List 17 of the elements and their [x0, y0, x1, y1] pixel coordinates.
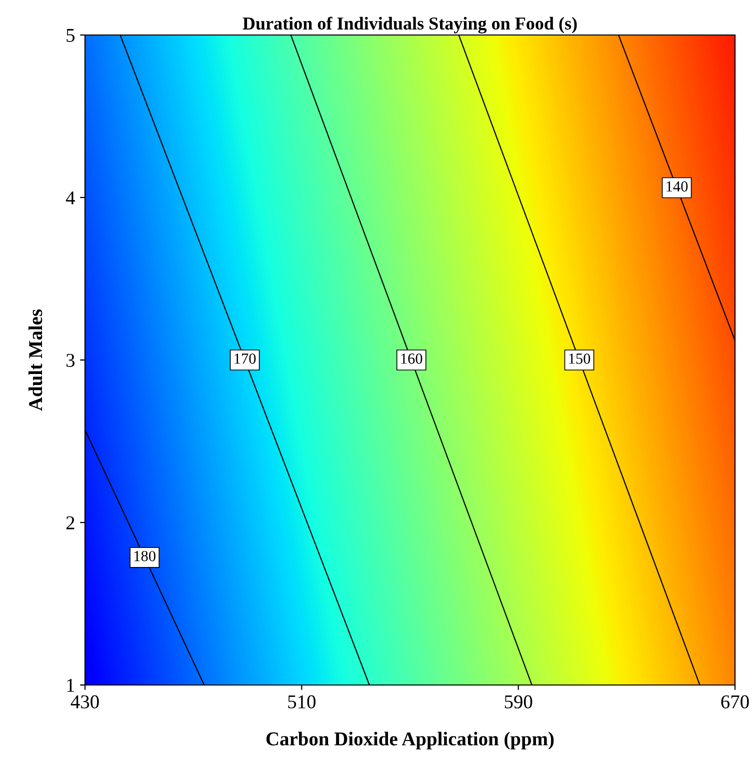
x-tick-label: 510: [288, 695, 316, 708]
y-tick-label: 2: [66, 516, 74, 530]
y-tick-label: 4: [66, 191, 75, 204]
x-axis-title: Carbon Dioxide Application (ppm): [266, 732, 554, 750]
y-axis-title: Adult Males: [28, 309, 42, 411]
series-label: 180: [134, 550, 156, 562]
y-tick-label: 1: [67, 678, 74, 692]
series-label: 170: [234, 354, 256, 364]
series-label: 160: [401, 354, 422, 364]
y-tick-label: 5: [66, 29, 75, 42]
y-tick-label: 3: [66, 354, 75, 367]
x-tick-label: 590: [504, 695, 532, 708]
series-label: 150: [569, 354, 590, 364]
series-label: 140: [666, 181, 688, 192]
x-tick-label: 430: [70, 695, 99, 708]
chart-title: Duration of Individuals Staying on Food (s): [242, 16, 577, 34]
x-tick-label: 670: [721, 695, 749, 708]
